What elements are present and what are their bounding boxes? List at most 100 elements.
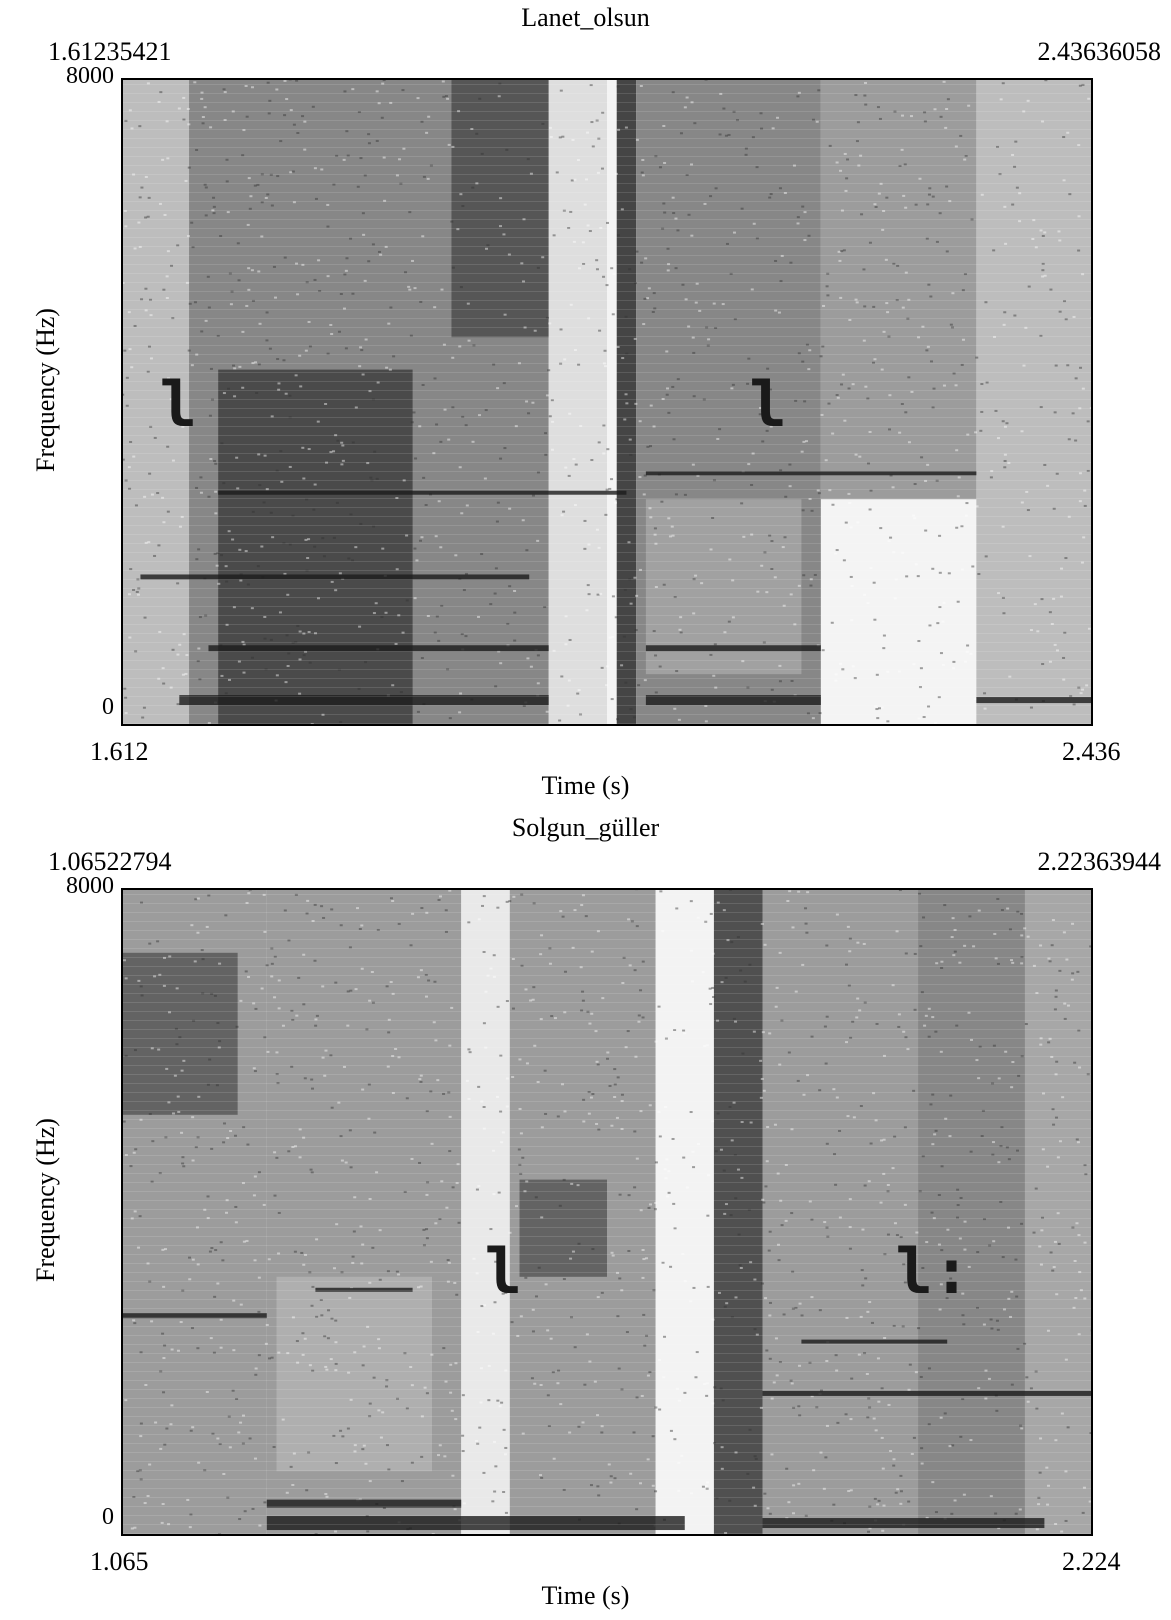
spectrogram-speckle [531, 401, 535, 404]
spectrogram-speckle [769, 1534, 773, 1536]
x-tick-end: 2.436 [1062, 737, 1121, 766]
spectrogram-speckle [1071, 1226, 1075, 1229]
spectrogram-speckle [1020, 934, 1024, 937]
spectrogram-speckle [892, 1324, 896, 1327]
spectrogram-speckle [245, 1239, 249, 1242]
spectrogram-speckle [372, 1376, 376, 1379]
spectrogram-speckle [683, 106, 687, 109]
spectrogram-speckle [929, 1103, 933, 1106]
spectrogram-speckle [287, 1150, 291, 1153]
spectrogram-speckle [604, 684, 608, 687]
spectrogram-speckle [198, 678, 202, 681]
spectrogram-speckle [162, 1391, 166, 1394]
spectrogram-speckle [848, 1247, 852, 1250]
spectrogram-speckle [357, 687, 361, 690]
spectrogram-speckle [794, 399, 798, 402]
spectrogram-speckle [123, 209, 127, 212]
spectrogram-speckle [346, 990, 350, 993]
spectrogram-speckle [778, 1063, 782, 1066]
spectrogram-speckle [598, 329, 602, 332]
spectrogram-speckle [841, 668, 845, 671]
spectrogram-speckle [1002, 323, 1006, 326]
spectrogram-speckle [689, 900, 693, 903]
spectrogram-speckle [144, 175, 148, 178]
spectrogram-speckle [571, 1250, 575, 1253]
spectrogram-speckle [548, 126, 552, 129]
spectrogram-speckle [900, 148, 904, 151]
spectrogram-speckle [991, 1153, 995, 1156]
spectrogram-speckle [606, 221, 610, 224]
spectrogram-speckle [567, 679, 571, 682]
spectrogram-speckle [913, 517, 917, 520]
spectrogram-speckle [934, 1511, 938, 1514]
spectrogram-speckle [840, 209, 844, 212]
spectrogram-speckle [209, 1337, 213, 1340]
spectrogram-speckle [329, 1358, 333, 1361]
spectrogram-speckle [608, 487, 612, 490]
spectrogram-speckle [806, 712, 810, 715]
spectrogram-speckle [561, 915, 565, 918]
spectrogram-speckle [335, 154, 339, 157]
spectrogram-speckle [877, 1400, 881, 1403]
spectrogram-speckle [298, 1128, 302, 1131]
harmonic-striation [121, 525, 1093, 526]
spectrogram-speckle [914, 203, 918, 206]
spectrogram-speckle [916, 575, 920, 578]
spectrogram-speckle [257, 1354, 261, 1357]
spectrogram-speckle [864, 385, 868, 388]
spectrogram-speckle [769, 425, 773, 428]
spectrogram-speckle [147, 541, 151, 544]
spectrogram-speckle [944, 1117, 948, 1120]
spectrogram-speckle [956, 1216, 960, 1219]
spectrogram-speckle [334, 1362, 338, 1365]
spectrogram-speckle [201, 992, 205, 995]
spectrogram-speckle [682, 1156, 686, 1159]
harmonic-striation [121, 1290, 1093, 1291]
spectrogram-speckle [380, 116, 384, 119]
spectrogram-speckle [130, 1527, 134, 1530]
spectrogram-speckle [195, 353, 199, 356]
spectrogram-speckle [168, 955, 172, 958]
spectrogram-speckle [361, 1243, 365, 1246]
spectrogram-speckle [596, 1485, 600, 1488]
spectrogram-speckle [801, 963, 805, 966]
spectrogram-speckle [955, 1024, 959, 1027]
spectrogram-speckle [121, 281, 125, 284]
harmonic-striation [121, 975, 1093, 976]
spectrogram-speckle [718, 428, 722, 431]
spectrogram-speckle [732, 1017, 736, 1020]
spectrogram-speckle [193, 960, 197, 963]
spectrogram-speckle [1003, 311, 1007, 314]
spectrogram-speckle [910, 390, 914, 393]
spectrogram-speckle [235, 1025, 239, 1028]
spectrogram-speckle [524, 988, 528, 991]
spectrogram-speckle [753, 1328, 757, 1331]
spectrogram-speckle [181, 673, 185, 676]
harmonic-striation [121, 615, 1093, 616]
spectrogram-speckle [980, 383, 984, 386]
spectrogram-speckle [1018, 220, 1022, 223]
spectrogram-speckle [887, 335, 891, 338]
harmonic-striation [121, 1488, 1093, 1489]
spectrogram-speckle [516, 1334, 520, 1337]
harmonic-striation [121, 291, 1093, 292]
spectral-energy-region [655, 888, 714, 1536]
spectrogram-speckle [295, 79, 299, 82]
spectrogram-speckle [1027, 285, 1031, 288]
spectrogram-speckle [1073, 1260, 1077, 1263]
harmonic-striation [121, 1029, 1093, 1030]
spectrogram-speckle [487, 1364, 491, 1367]
spectrogram-speckle [154, 1421, 158, 1424]
spectrogram-speckle [563, 1110, 567, 1113]
spectrogram-speckle [635, 1508, 639, 1511]
spectrogram-speckle [277, 1252, 281, 1255]
spectrogram-speckle [694, 574, 698, 577]
spectrogram-speckle [891, 984, 895, 987]
spectrogram-speckle [597, 137, 601, 140]
harmonic-striation [121, 219, 1093, 220]
spectrogram-speckle [381, 547, 385, 550]
spectrogram-speckle [176, 703, 180, 706]
spectrogram-speckle [665, 350, 669, 353]
spectrogram-speckle [190, 1327, 194, 1330]
spectrogram-speckle [885, 196, 889, 199]
